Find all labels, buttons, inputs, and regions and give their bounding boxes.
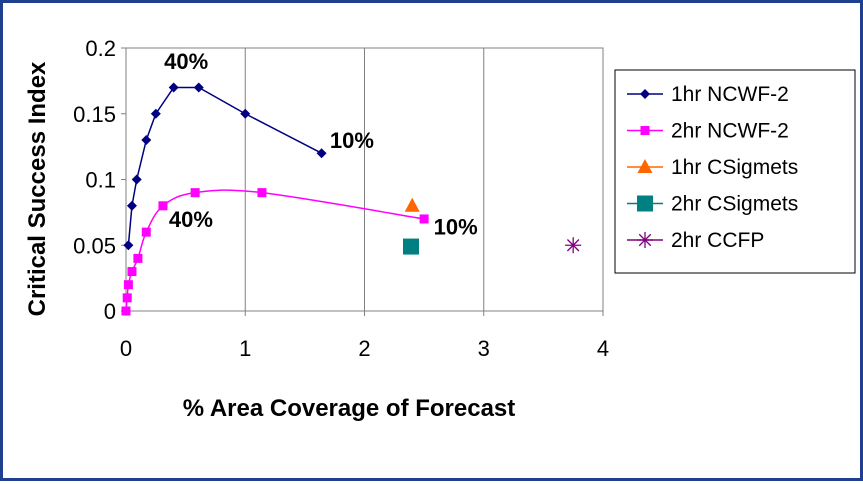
series-1-point [419, 214, 429, 224]
series-1-point [158, 201, 168, 211]
annotation-label: 10% [434, 215, 478, 240]
legend-label: 1hr CSigmets [671, 156, 798, 179]
series-2-point [404, 197, 420, 212]
series-1-point [122, 293, 132, 303]
chart: 0 0.05 0.1 0.15 0.2 0 1 2 3 4 40% 10% 40% 10% % Are… [24, 36, 856, 422]
legend-marker [637, 232, 653, 248]
x-tick-label: 2 [358, 336, 370, 361]
series-group [121, 82, 582, 316]
y-axis-ticks: 0 0.05 0.1 0.15 0.2 [73, 36, 126, 324]
series-1-point [133, 253, 143, 263]
gridlines [244, 48, 485, 311]
star-stroke [566, 239, 580, 252]
legend-label: 2hr NCWF-2 [671, 120, 789, 143]
series-1-point [123, 280, 133, 290]
legend-item: 1hr NCWF-2 [627, 83, 789, 106]
series-0-point [131, 174, 142, 185]
series-4-point [565, 237, 582, 254]
legend-marker [640, 126, 650, 135]
legend-item: 1hr CSigmets [627, 156, 798, 179]
legend-item: 2hr CCFP [627, 229, 764, 252]
y-axis-label: Critical Success Index [24, 61, 51, 316]
series-1-point [190, 188, 200, 198]
y-tick-label: 0.15 [73, 102, 116, 127]
annotations: 40% 10% 40% 10% [164, 49, 478, 240]
series-1-point [257, 188, 267, 198]
y-tick-label: 0.1 [85, 168, 116, 193]
x-axis-label: % Area Coverage of Forecast [183, 395, 516, 422]
series-0-point [316, 148, 327, 159]
legend-marker [637, 159, 653, 173]
annotation-label: 40% [169, 207, 213, 232]
legend-item: 2hr NCWF-2 [627, 120, 789, 143]
annotation-label: 10% [330, 128, 374, 153]
series-0-point [150, 108, 161, 119]
star-stroke [638, 233, 652, 247]
y-tick-label: 0.2 [85, 36, 116, 61]
legend-box [614, 69, 856, 274]
series-0-point [240, 108, 251, 119]
series-1-point [127, 267, 137, 277]
x-axis-ticks: 0 1 2 3 4 [120, 311, 609, 361]
annotation-label: 40% [164, 49, 208, 74]
legend-label: 2hr CCFP [671, 229, 764, 252]
x-tick-label: 4 [597, 336, 609, 361]
series-0-point [141, 135, 152, 146]
legend-label: 2hr CSigmets [671, 193, 798, 216]
legend-marker [640, 89, 650, 99]
series-1-point [141, 227, 151, 237]
legend: 1hr NCWF-2 2hr NCWF-2 1hr CSigmets 2hr CSig… [627, 83, 798, 252]
x-tick-label: 3 [478, 336, 490, 361]
series-0-point [168, 82, 179, 93]
series-0-point [193, 82, 204, 93]
series-0-point [123, 240, 134, 251]
series-3-point [403, 238, 420, 255]
series-1-point [121, 306, 131, 316]
legend-item: 2hr CSigmets [627, 193, 798, 216]
x-tick-label: 1 [239, 336, 251, 361]
y-tick-label: 0 [104, 299, 116, 324]
legend-marker [637, 195, 653, 212]
x-tick-label: 0 [120, 336, 132, 361]
y-tick-label: 0.05 [73, 233, 116, 258]
legend-label: 1hr NCWF-2 [671, 83, 789, 106]
